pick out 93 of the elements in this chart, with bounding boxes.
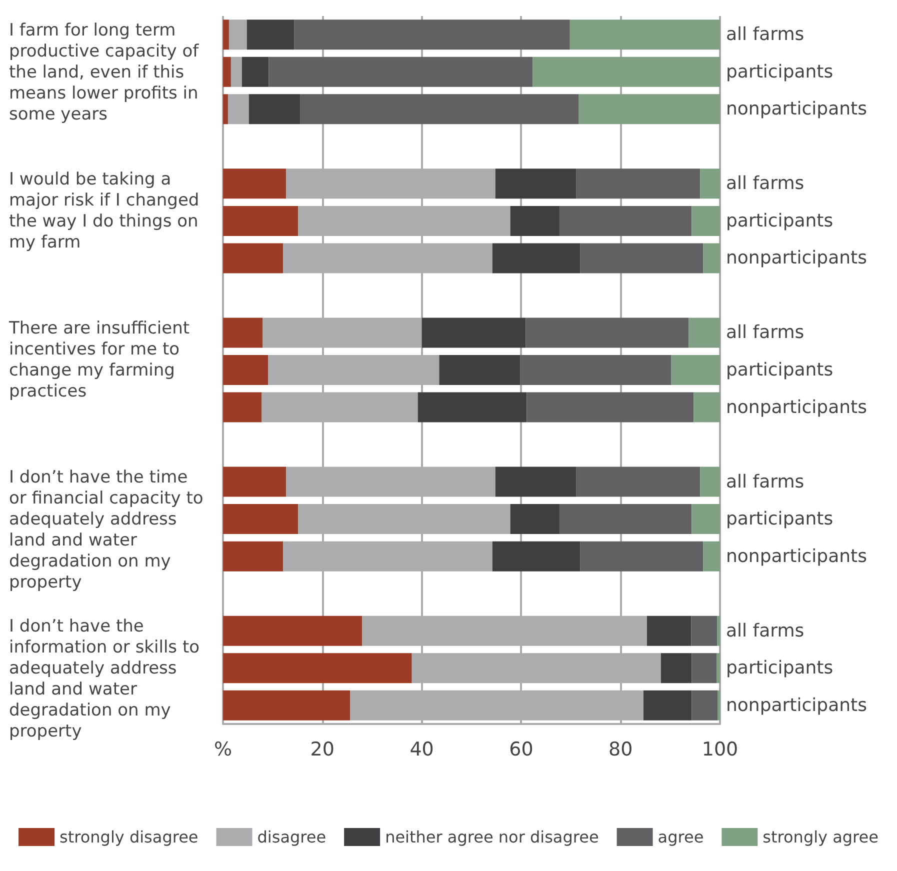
y-tick-label: participants [726,61,834,82]
bar [692,504,720,534]
y-tick-label: all farms [726,24,804,46]
bar [495,168,576,199]
bar [694,392,720,422]
bar [717,616,720,646]
legend-label: disagree [257,828,326,846]
bar [578,94,720,124]
y-tick-label: participants [726,508,834,530]
x-tick-label: 80 [608,738,633,760]
bar [532,56,720,87]
y-tick-label: participants [726,658,834,679]
bar [223,20,229,50]
y-tick-label: all farms [726,471,804,492]
text: There are insufficient incentives for me to change my farming practices [8,318,195,402]
y-tick-label: nonparticipants [726,546,867,567]
legend-label: neither agree nor disagree [385,828,599,846]
bar [692,690,718,720]
bar [223,541,284,572]
bar [422,318,526,348]
bar [248,94,300,124]
bar [643,690,692,720]
bar [223,94,228,124]
bar [570,20,720,50]
x-tick-label: 100 [702,738,738,760]
bar [294,20,570,50]
bar [223,243,284,274]
text: I would be taking a major risk if I changed the way I do things on my farm [9,169,205,252]
y-tick-label: participants [726,360,834,380]
bar [242,56,269,87]
legend-label: agree [658,828,704,846]
bar [559,504,692,534]
bar [492,243,580,274]
bar [526,318,689,348]
bar [223,318,263,348]
bar [228,20,247,50]
bar [230,56,242,87]
bar [223,616,362,646]
bar [559,206,692,236]
bar [700,466,720,497]
bar [510,504,560,534]
bar [223,56,231,87]
bar [510,206,560,236]
bar [692,206,720,236]
bar [526,392,694,422]
y-tick-label: participants [726,210,834,232]
bar [520,355,672,385]
bar [223,466,286,497]
bar [228,94,249,124]
bar [716,653,720,684]
bar [580,243,704,274]
x-tick-label: 60 [509,738,534,760]
bar [492,541,580,572]
y-tick-label: nonparticipants [726,694,867,716]
bar [223,168,286,199]
bar [246,20,294,50]
bar [495,466,576,497]
text: I don’t have the time or financial capacity to adequately address land and water degradation on my property [9,468,209,593]
y-tick-label: all farms [726,322,804,344]
text: I don’t have the information or skills to adequately address land and water degradation on my property [9,616,205,742]
y-tick-label: nonparticipants [726,248,867,269]
y-tick-label: nonparticipants [726,98,867,120]
bar [688,318,720,348]
x-tick-label: % [214,738,232,760]
text: I farm for long term productive capacity of the land, even if this means lower profits in some years [9,20,204,124]
x-tick-label: 40 [410,738,434,760]
bar [691,616,718,646]
y-tick-label: all farms [726,620,804,642]
bar [268,56,533,87]
bar [671,355,720,385]
y-tick-label: nonparticipants [726,396,867,418]
bar [418,392,527,422]
bar [703,541,720,572]
bar [223,206,298,236]
bar [223,690,350,720]
bar [223,504,298,534]
bar [576,168,700,199]
bar [692,653,717,684]
legend-label: strongly agree [762,828,878,846]
bar [439,355,520,385]
bar [223,355,268,385]
bar [223,392,262,422]
bar [576,466,700,497]
bar [703,243,720,274]
bar [660,653,692,684]
bar [300,94,579,124]
bar [223,653,412,684]
bar [580,541,704,572]
bar [646,616,692,646]
y-tick-label: all farms [726,173,804,194]
bar [700,168,720,199]
legend-label: strongly disagree [60,828,198,846]
x-tick-label: 20 [310,738,334,760]
